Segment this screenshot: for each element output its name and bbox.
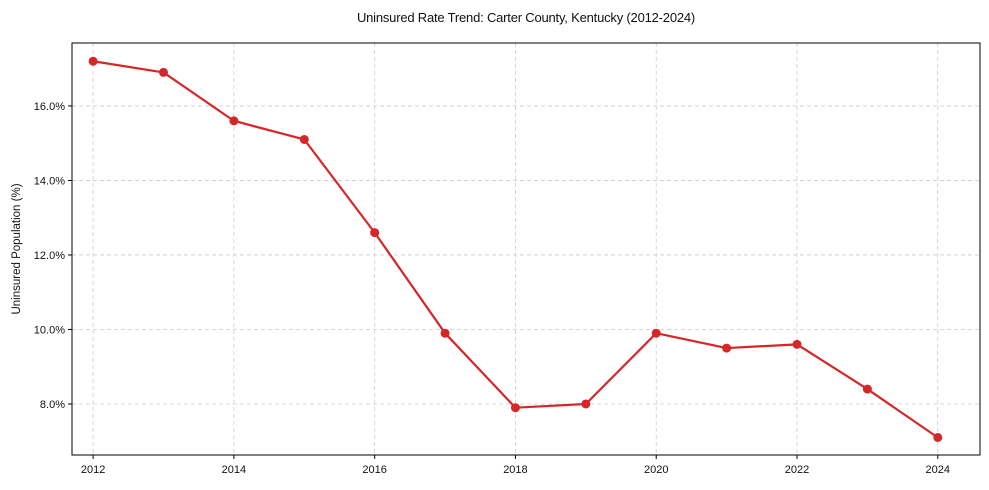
data-series (88, 56, 943, 442)
data-point-marker (862, 384, 872, 394)
data-point-marker (229, 116, 239, 126)
y-tick-label: 12.0% (34, 250, 65, 262)
chart-title: Uninsured Rate Trend: Carter County, Ken… (356, 10, 696, 25)
data-point-marker (581, 399, 591, 409)
data-point-marker (651, 328, 661, 338)
data-point-marker (722, 343, 732, 353)
data-point-marker (440, 328, 450, 338)
axis-ticks: 2012 2014 2016 2018 2020 2022 2024 8.0% 10.0% 12.… (34, 101, 950, 476)
y-tick-label: 14.0% (34, 175, 65, 187)
x-tick-label: 2024 (926, 464, 950, 476)
plot-frame (71, 42, 981, 456)
x-tick-label: 2020 (644, 464, 668, 476)
x-tick-label: 2016 (362, 464, 386, 476)
x-tick-label: 2012 (81, 464, 105, 476)
y-tick-label: 8.0% (40, 399, 65, 411)
data-point-marker (510, 403, 520, 413)
data-point-marker (299, 134, 309, 144)
data-point-marker (933, 432, 943, 442)
data-point-marker (370, 228, 380, 238)
y-tick-label: 16.0% (34, 101, 65, 113)
data-point-marker (792, 339, 802, 349)
data-point-marker (88, 56, 98, 66)
data-point-marker (159, 67, 169, 77)
x-tick-label: 2022 (785, 464, 809, 476)
x-tick-label: 2018 (503, 464, 527, 476)
y-tick-label: 10.0% (34, 324, 65, 336)
grid-lines (72, 43, 980, 455)
x-tick-label: 2014 (222, 464, 246, 476)
